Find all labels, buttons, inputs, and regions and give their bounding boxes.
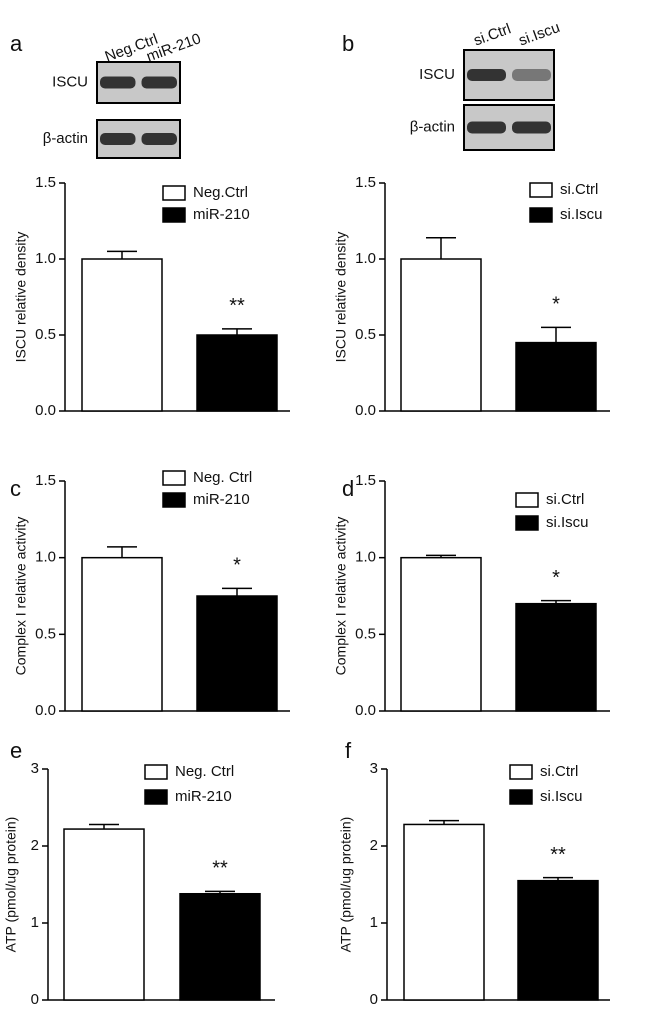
legend-swatch <box>529 207 553 223</box>
lane-label: si.Ctrl <box>471 20 513 49</box>
bar <box>81 556 163 712</box>
legend-label: si.Iscu <box>560 206 603 223</box>
blot-band <box>467 121 506 134</box>
y-tick-label: 0.5 <box>355 326 376 343</box>
y-tick-label: 1 <box>31 914 39 931</box>
y-tick-label: 0.0 <box>35 402 56 419</box>
panel-letter: c <box>10 476 21 501</box>
legend-label: si.Ctrl <box>540 763 578 780</box>
blot-band <box>141 76 177 89</box>
y-tick-label: 0.0 <box>355 702 376 719</box>
blot-band <box>100 76 136 89</box>
row-label: β-actin <box>43 130 88 147</box>
y-tick-label: 3 <box>31 760 39 777</box>
y-tick-label: 1.0 <box>355 250 376 267</box>
y-tick-label: 0.0 <box>355 402 376 419</box>
y-tick-label: 1.5 <box>35 472 56 489</box>
blot-band <box>512 121 551 134</box>
legend-swatch <box>162 207 186 223</box>
panel-letter: f <box>345 738 352 763</box>
panel-letter: e <box>10 738 22 763</box>
y-tick-label: 0.0 <box>35 702 56 719</box>
bar <box>400 258 482 412</box>
y-axis-label: ISCU relative density <box>333 232 349 363</box>
bar <box>196 334 278 412</box>
significance-annotation: ** <box>229 295 245 317</box>
y-tick-label: 1.5 <box>355 174 376 191</box>
bar <box>63 828 145 1001</box>
blot-band <box>467 69 506 81</box>
y-tick-label: 1.0 <box>355 549 376 566</box>
legend-swatch <box>162 470 186 486</box>
y-tick-label: 1.5 <box>35 174 56 191</box>
blot-band <box>100 133 136 145</box>
significance-annotation: * <box>552 567 560 589</box>
legend-swatch <box>144 764 168 780</box>
y-tick-label: 1 <box>370 914 378 931</box>
bar <box>403 823 485 1001</box>
blot-band <box>141 133 177 145</box>
legend-label: si.Ctrl <box>546 491 584 508</box>
bar <box>515 341 597 412</box>
bar <box>81 258 163 412</box>
y-tick-label: 0.5 <box>35 625 56 642</box>
y-axis-label: Complex I relative activity <box>333 517 349 676</box>
legend-label: miR-210 <box>193 491 250 508</box>
panel-letter: a <box>10 31 23 56</box>
legend-label: si.Iscu <box>540 788 583 805</box>
legend-swatch <box>162 492 186 508</box>
y-tick-label: 2 <box>31 837 39 854</box>
legend-swatch <box>144 789 168 805</box>
legend-label: Neg. Ctrl <box>193 469 252 486</box>
legend-label: miR-210 <box>175 788 232 805</box>
row-label: ISCU <box>52 73 88 90</box>
bar <box>400 556 482 712</box>
panel-letter: b <box>342 31 354 56</box>
row-label: β-actin <box>410 118 455 135</box>
bar <box>515 602 597 712</box>
lane-label: si.Iscu <box>516 19 562 50</box>
legend-label: Neg. Ctrl <box>175 763 234 780</box>
bar <box>517 879 599 1001</box>
y-tick-label: 3 <box>370 760 378 777</box>
legend-swatch <box>509 764 533 780</box>
legend-swatch <box>515 515 539 531</box>
y-tick-label: 2 <box>370 837 378 854</box>
y-tick-label: 0 <box>370 991 378 1008</box>
y-axis-label: ATP (pmol/ug protein) <box>338 817 354 953</box>
bar <box>196 595 278 712</box>
legend-label: si.Ctrl <box>560 181 598 198</box>
row-label: ISCU <box>419 66 455 83</box>
y-tick-label: 0 <box>31 991 39 1008</box>
significance-annotation: ** <box>550 844 566 866</box>
legend-label: miR-210 <box>193 206 250 223</box>
y-axis-label: ISCU relative density <box>13 232 29 363</box>
significance-annotation: * <box>552 294 560 316</box>
bar <box>179 892 261 1001</box>
blot-band <box>512 69 551 81</box>
significance-annotation: * <box>233 555 241 577</box>
legend-swatch <box>529 182 553 198</box>
legend-swatch <box>162 185 186 201</box>
panel-letter: d <box>342 476 354 501</box>
y-tick-label: 1.0 <box>35 250 56 267</box>
significance-annotation: ** <box>212 858 228 880</box>
legend-label: Neg.Ctrl <box>193 184 248 201</box>
legend-swatch <box>509 789 533 805</box>
legend-label: si.Iscu <box>546 514 589 531</box>
y-axis-label: ATP (pmol/ug protein) <box>3 817 19 953</box>
legend-swatch <box>515 492 539 508</box>
y-axis-label: Complex I relative activity <box>13 517 29 676</box>
y-tick-label: 0.5 <box>355 625 376 642</box>
y-tick-label: 1.5 <box>355 472 376 489</box>
y-tick-label: 1.0 <box>35 549 56 566</box>
y-tick-label: 0.5 <box>35 326 56 343</box>
